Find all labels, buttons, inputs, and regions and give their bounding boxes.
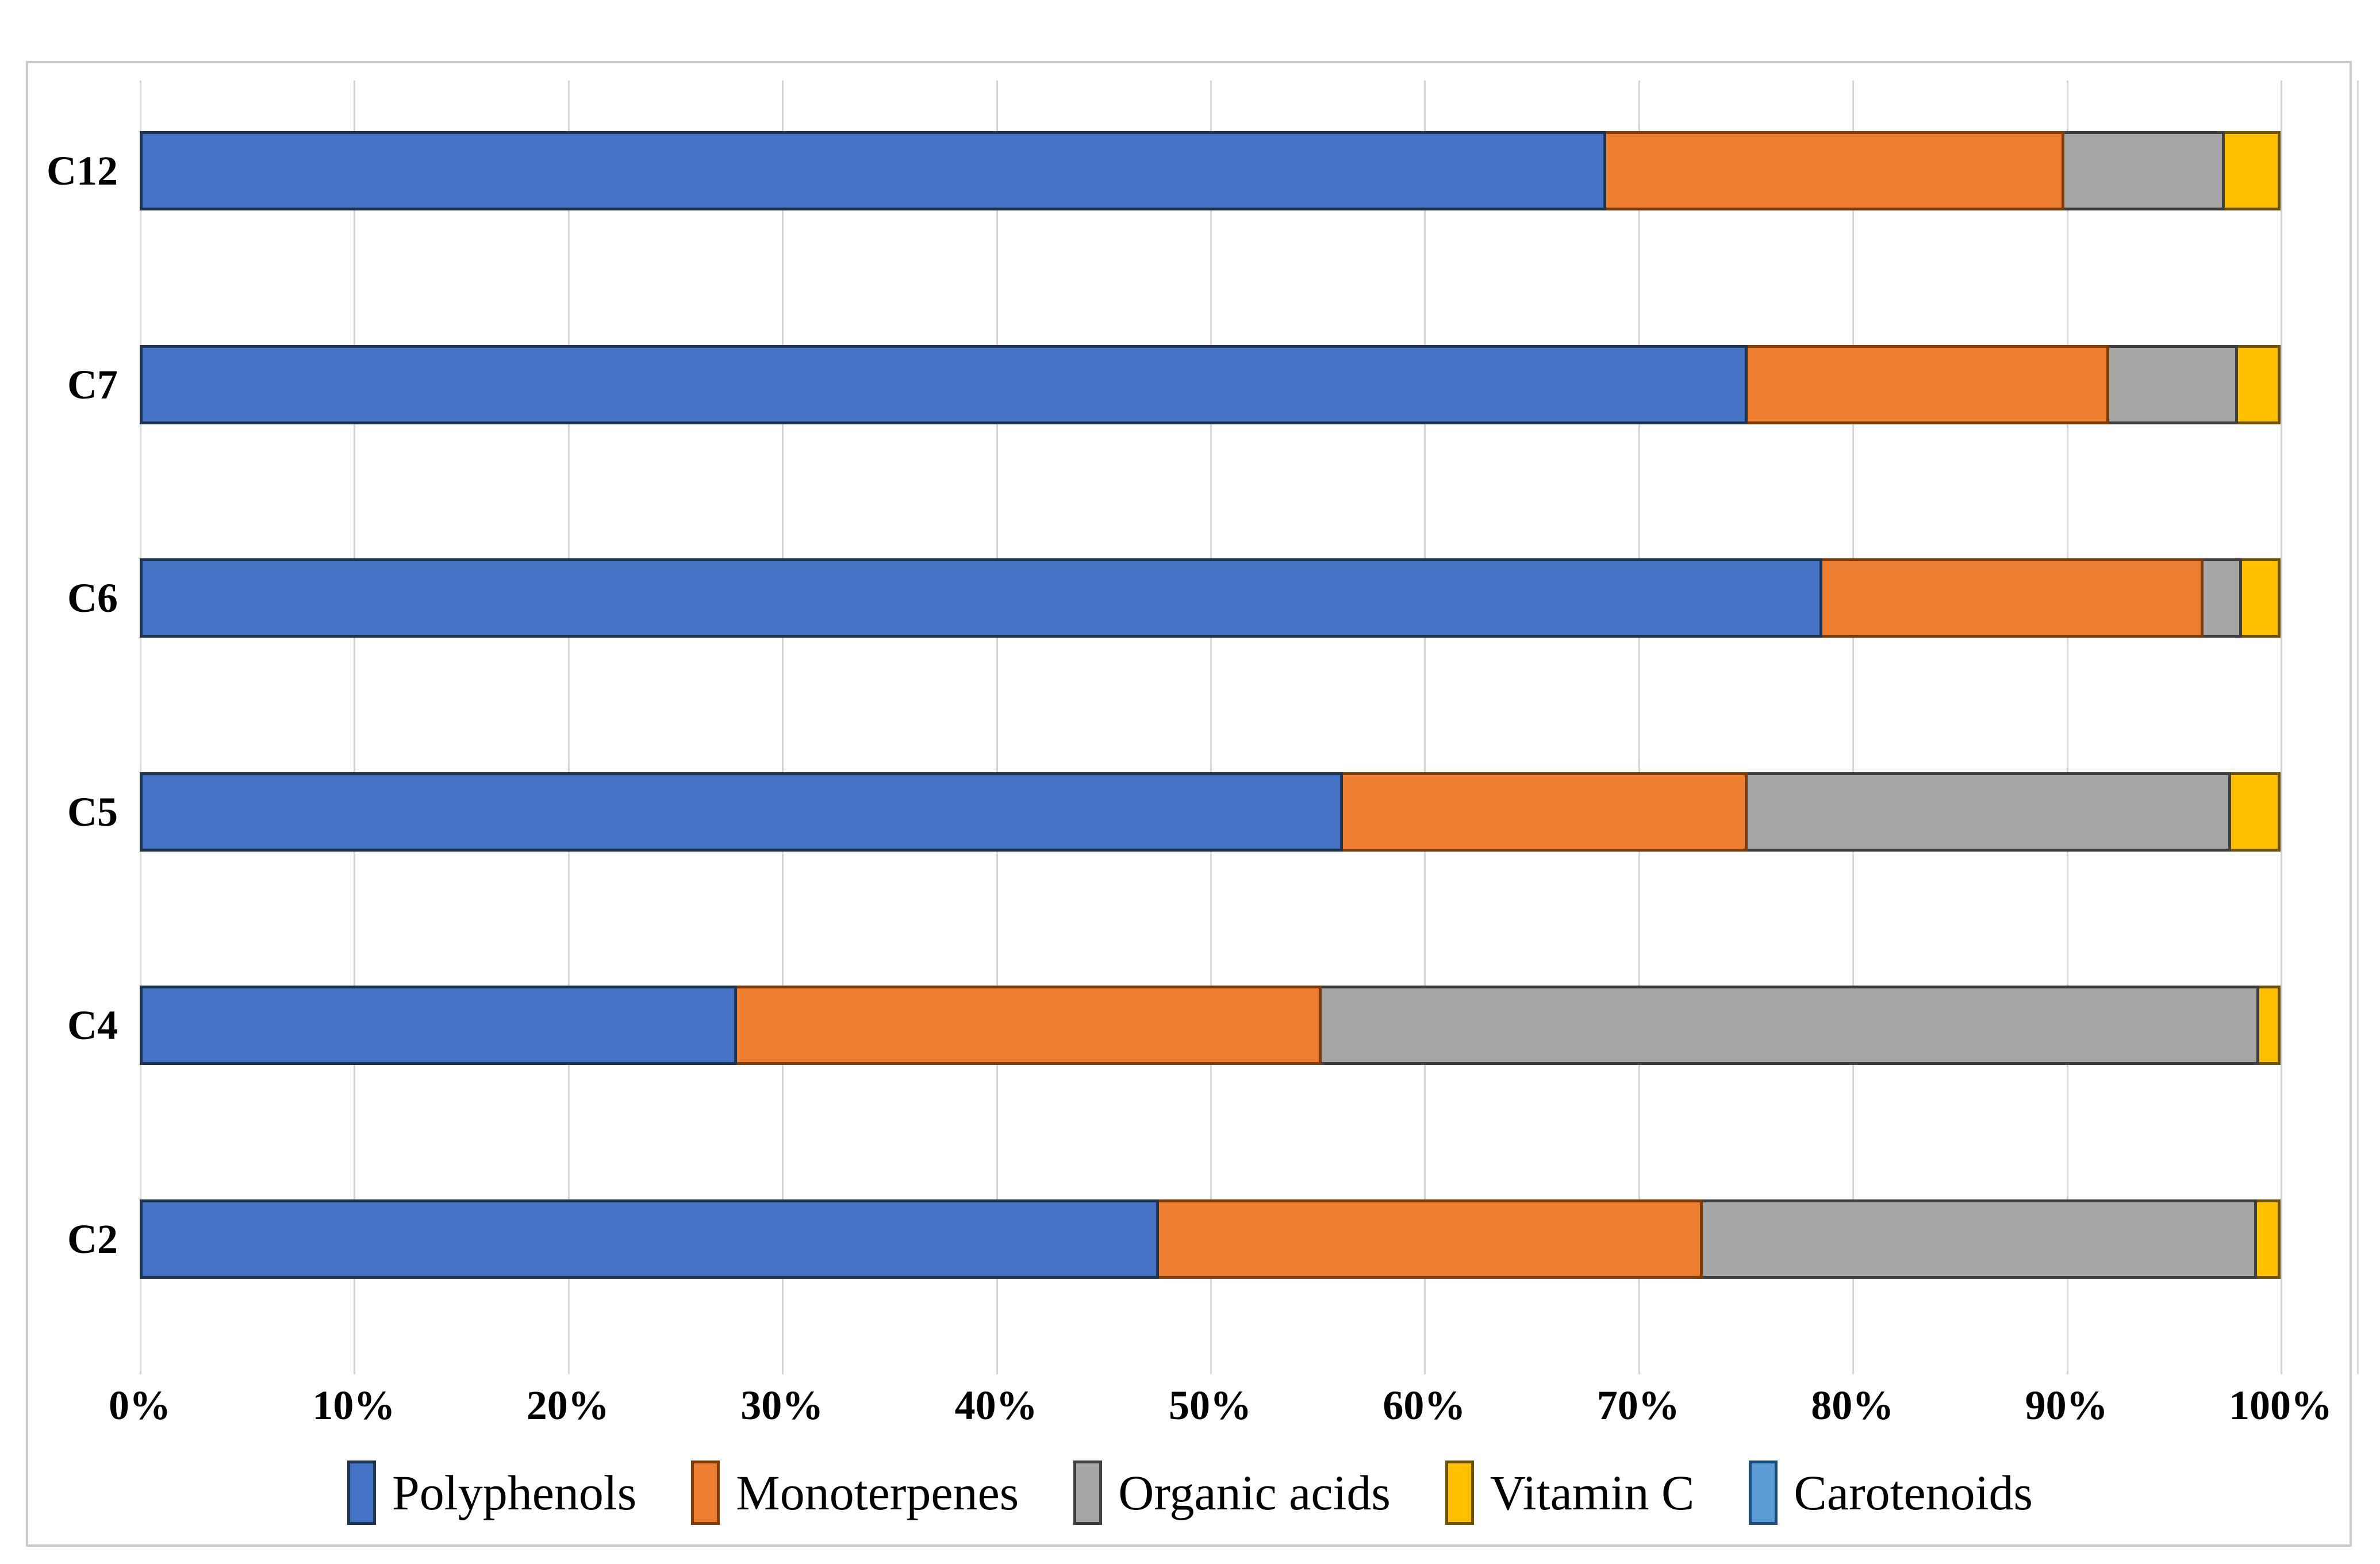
bar-segment-vitamin-c: [2225, 131, 2281, 210]
bar-segment-monoterpenes: [1158, 1199, 1703, 1279]
x-tick-label: 0%: [109, 1382, 171, 1428]
bar-segment-monoterpenes: [736, 986, 1322, 1065]
bar-segment-organic-acids: [2109, 344, 2238, 424]
legend-item-polyphenols: Polyphenols: [347, 1460, 636, 1525]
x-tick-label: 70%: [1596, 1382, 1680, 1428]
gridline: [140, 80, 141, 1374]
bar-segment-monoterpenes: [1606, 131, 2064, 210]
gridline: [2281, 80, 2282, 1374]
x-tick-label: 50%: [1169, 1382, 1252, 1428]
y-axis-label-C4: C4: [67, 1002, 118, 1049]
bar-segment-polyphenols: [140, 772, 1343, 852]
bar-row-C6: [140, 558, 2281, 638]
y-axis-label-C6: C6: [67, 575, 118, 622]
legend-swatch-icon: [347, 1460, 376, 1525]
x-tick-label: 60%: [1383, 1382, 1466, 1428]
legend-swatch-icon: [1073, 1460, 1103, 1525]
legend-item-monoterpenes: Monoterpenes: [691, 1460, 1019, 1525]
bar-row-C2: [140, 1199, 2281, 1279]
bar-segment-vitamin-c: [2259, 986, 2281, 1065]
legend-label: Organic acids: [1118, 1465, 1391, 1520]
bar-row-C7: [140, 344, 2281, 424]
x-tick-label: 40%: [954, 1382, 1038, 1428]
bar-segment-organic-acids: [2064, 131, 2225, 210]
x-tick-label: 10%: [312, 1382, 396, 1428]
gridline: [996, 80, 998, 1374]
legend: Polyphenols Monoterpenes Organic acids Vita…: [0, 1460, 2380, 1525]
gridline: [1852, 80, 1855, 1374]
y-axis-label-C2: C2: [67, 1216, 118, 1262]
bar-segment-organic-acids: [2203, 558, 2242, 638]
bar-segment-polyphenols: [140, 558, 1823, 638]
legend-swatch-icon: [1749, 1460, 1778, 1525]
bar-segment-monoterpenes: [1747, 344, 2110, 424]
bar-row-C4: [140, 986, 2281, 1065]
gridline: [354, 80, 356, 1374]
x-tick-label: 80%: [1811, 1382, 1894, 1428]
x-tick-label: 100%: [2229, 1382, 2332, 1428]
legend-swatch-icon: [691, 1460, 720, 1525]
bar-segment-organic-acids: [1702, 1199, 2258, 1279]
legend-label: Polyphenols: [391, 1465, 637, 1520]
bar-segment-organic-acids: [1747, 772, 2232, 852]
y-axis-label-C12: C12: [47, 148, 118, 194]
legend-label: Vitamin C: [1490, 1465, 1695, 1520]
legend-item-carotenoids: Carotenoids: [1749, 1460, 2033, 1525]
gridline: [1638, 80, 1640, 1374]
plot-area: [140, 80, 2359, 1374]
gridline: [2066, 80, 2068, 1374]
legend-label: Carotenoids: [1794, 1465, 2033, 1520]
gridline: [1424, 80, 1426, 1374]
legend-swatch-icon: [1445, 1460, 1474, 1525]
bar-segment-organic-acids: [1321, 986, 2259, 1065]
x-tick-label: 20%: [526, 1382, 609, 1428]
gridline: [782, 80, 784, 1374]
bar-segment-polyphenols: [140, 1199, 1159, 1279]
y-axis-label-C5: C5: [67, 788, 118, 835]
bar-segment-vitamin-c: [2257, 1199, 2281, 1279]
plot-right-border: [2357, 80, 2359, 1374]
bar-segment-vitamin-c: [2237, 344, 2281, 424]
bar-segment-polyphenols: [140, 986, 737, 1065]
x-tick-label: 90%: [2025, 1382, 2108, 1428]
bar-segment-monoterpenes: [1822, 558, 2204, 638]
bar-segment-vitamin-c: [2231, 772, 2281, 852]
legend-label: Monoterpenes: [736, 1465, 1019, 1520]
bar-segment-polyphenols: [140, 344, 1748, 424]
legend-item-organic-acids: Organic acids: [1073, 1460, 1391, 1525]
bar-segment-vitamin-c: [2241, 558, 2281, 638]
y-axis-label-C7: C7: [67, 361, 118, 408]
x-tick-label: 30%: [740, 1382, 824, 1428]
gridline: [1210, 80, 1212, 1374]
bar-row-C12: [140, 131, 2281, 210]
legend-item-vitamin-c: Vitamin C: [1445, 1460, 1695, 1525]
bar-segment-monoterpenes: [1342, 772, 1748, 852]
bar-segment-polyphenols: [140, 131, 1606, 210]
gridline: [567, 80, 570, 1374]
bar-row-C5: [140, 772, 2281, 852]
